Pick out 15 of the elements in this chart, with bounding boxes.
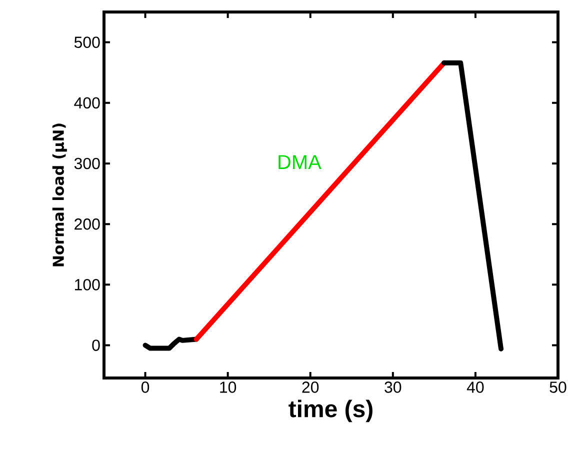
- y-tick-label: 500: [74, 36, 100, 48]
- y-tick-label: 300: [74, 158, 100, 170]
- x-tick-label: 40: [466, 382, 484, 393]
- x-tick-label: 10: [220, 382, 236, 393]
- y-tick-label: 0: [92, 340, 100, 351]
- y-tick-label: 200: [74, 218, 100, 230]
- x-tick-label: 30: [384, 382, 402, 393]
- annotation: DMA: [278, 155, 322, 169]
- x-tick-label: 20: [302, 382, 319, 393]
- x-tick-label: 0: [141, 382, 150, 393]
- y-axis-title: Normal load (μN): [52, 124, 67, 266]
- x-tick-label: 50: [550, 382, 566, 393]
- y-tick-label: 400: [74, 97, 100, 109]
- x-axis-title: time (s): [288, 400, 372, 422]
- y-tick-label: 100: [74, 279, 100, 290]
